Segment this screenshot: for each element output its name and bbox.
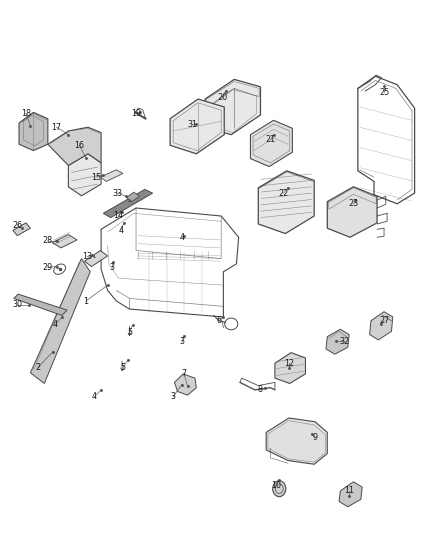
Text: 1: 1 — [83, 296, 88, 305]
Text: 16: 16 — [74, 141, 84, 150]
Text: 4: 4 — [118, 226, 123, 235]
Text: 19: 19 — [131, 109, 141, 118]
Polygon shape — [275, 353, 305, 383]
Text: 3: 3 — [110, 263, 114, 272]
Text: 29: 29 — [43, 263, 53, 272]
Polygon shape — [68, 154, 101, 196]
Text: 14: 14 — [113, 212, 124, 221]
Ellipse shape — [339, 198, 366, 213]
Text: 22: 22 — [279, 189, 289, 198]
Polygon shape — [327, 187, 377, 237]
Polygon shape — [258, 171, 314, 233]
Polygon shape — [48, 127, 101, 165]
Polygon shape — [205, 79, 261, 135]
Text: 27: 27 — [379, 316, 389, 325]
Polygon shape — [174, 374, 196, 395]
Text: 10: 10 — [271, 481, 281, 490]
Text: 33: 33 — [113, 189, 123, 198]
Text: 2: 2 — [35, 363, 40, 372]
Text: 13: 13 — [82, 253, 92, 261]
Polygon shape — [100, 169, 123, 181]
Polygon shape — [266, 418, 327, 464]
Text: 30: 30 — [12, 300, 22, 309]
Text: 20: 20 — [217, 93, 228, 102]
Ellipse shape — [301, 435, 311, 443]
Ellipse shape — [289, 434, 299, 442]
Text: 12: 12 — [284, 359, 294, 368]
Text: 4: 4 — [180, 233, 184, 242]
Text: 7: 7 — [181, 369, 187, 378]
Text: 23: 23 — [348, 199, 359, 208]
Text: 18: 18 — [21, 109, 31, 118]
Polygon shape — [19, 112, 48, 151]
Text: 11: 11 — [344, 486, 354, 495]
Text: 3: 3 — [171, 392, 176, 401]
Text: 6: 6 — [216, 316, 222, 325]
Ellipse shape — [312, 439, 322, 447]
Text: 4: 4 — [92, 392, 97, 401]
Text: 17: 17 — [52, 123, 62, 132]
Text: 31: 31 — [187, 119, 197, 128]
Polygon shape — [52, 235, 77, 248]
Text: 3: 3 — [180, 337, 184, 346]
Polygon shape — [127, 192, 140, 201]
Text: 9: 9 — [312, 433, 318, 442]
Ellipse shape — [278, 437, 287, 445]
Text: 32: 32 — [340, 337, 350, 346]
Ellipse shape — [273, 481, 286, 497]
Text: 28: 28 — [43, 237, 53, 246]
Polygon shape — [370, 312, 393, 340]
Text: 8: 8 — [258, 385, 263, 394]
Polygon shape — [326, 329, 349, 354]
Polygon shape — [251, 120, 292, 166]
Text: 21: 21 — [265, 135, 276, 144]
Polygon shape — [14, 294, 67, 316]
Polygon shape — [103, 189, 152, 217]
Polygon shape — [339, 482, 362, 507]
Polygon shape — [30, 259, 90, 383]
Text: 26: 26 — [12, 221, 22, 230]
Polygon shape — [85, 251, 108, 266]
Polygon shape — [170, 99, 224, 154]
Text: 4: 4 — [53, 320, 58, 329]
Polygon shape — [13, 223, 30, 236]
Text: 5: 5 — [127, 328, 132, 337]
Text: 25: 25 — [379, 87, 389, 96]
Text: 5: 5 — [120, 363, 126, 372]
Text: 15: 15 — [91, 173, 101, 182]
